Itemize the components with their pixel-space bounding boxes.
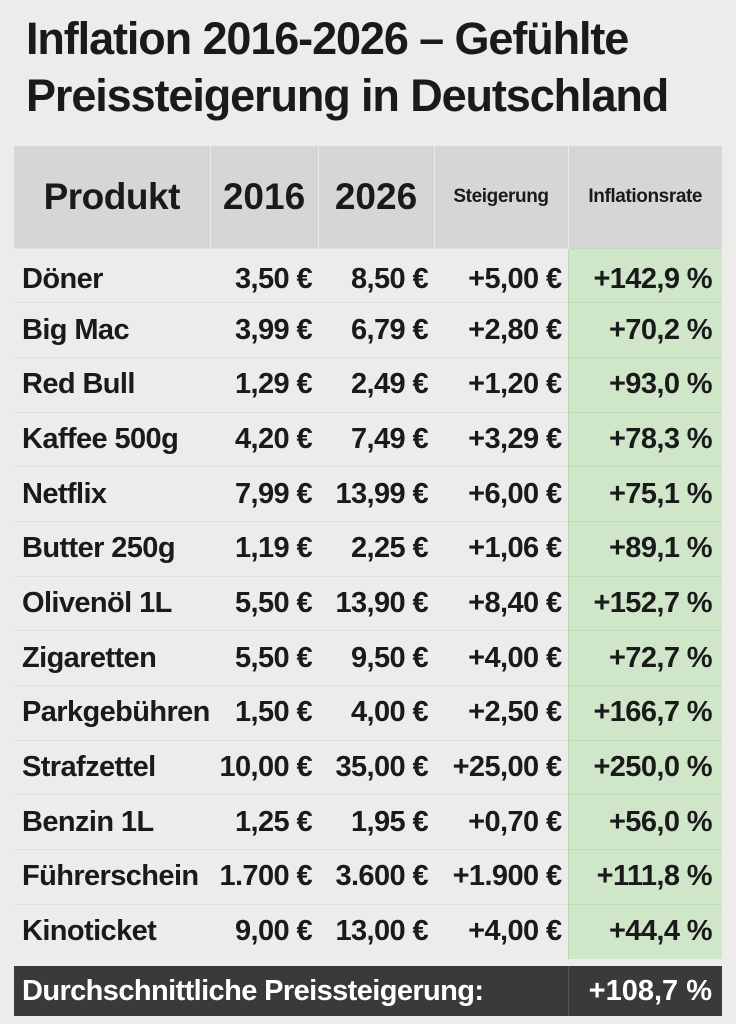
- cell-inflation-rate: +44,4 %: [567, 903, 722, 959]
- table-row: Red Bull 1,29 €2,49 € +1,20 € +93,0 %: [14, 356, 722, 413]
- table-row: Zigaretten 5,50 €9,50 € +4,00 € +72,7 %: [14, 630, 722, 686]
- table-row: Döner 3,50 €8,50 € +5,00 € +142,9 %: [14, 247, 722, 303]
- table-row: Big Mac 3,99 €6,79 € +2,80 € +70,2 %: [14, 302, 722, 358]
- table-header: Produkt 2016 2026 Steigerung Inflationsr…: [14, 146, 722, 248]
- cell-price-2016: 1,19 €: [210, 520, 318, 577]
- cell-inflation-rate: +89,1 %: [567, 520, 722, 577]
- cell-price-2026: 3.600 €: [318, 849, 434, 905]
- cell-inflation-rate: +250,0 %: [567, 739, 722, 795]
- table-row: Parkgebühren 1,50 €4,00 € +2,50 € +166,7 %: [14, 685, 722, 741]
- cell-product: Döner: [14, 247, 210, 303]
- cell-inflation-rate: +93,0 %: [567, 356, 722, 413]
- cell-price-2016: 5,50 €: [210, 575, 318, 631]
- cell-inflation-rate: +75,1 %: [567, 466, 722, 522]
- table-row: Benzin 1L 1,25 €1,95 € +0,70 € +56,0 %: [14, 794, 722, 850]
- cell-price-2016: 1,50 €: [210, 685, 318, 741]
- cell-inflation-rate: +78,3 %: [567, 411, 722, 467]
- cell-increase: +1.900 €: [434, 849, 568, 905]
- cell-price-2026: 9,50 €: [318, 630, 434, 686]
- cell-increase: +4,00 €: [434, 903, 568, 959]
- cell-price-2016: 1,25 €: [210, 794, 318, 850]
- cell-product: Butter 250g: [14, 520, 210, 577]
- cell-increase: +8,40 €: [434, 575, 568, 631]
- cell-product: Strafzettel: [14, 739, 210, 795]
- cell-increase: +25,00 €: [434, 739, 568, 795]
- table-row: Netflix 7,99 €13,99 € +6,00 € +75,1 %: [14, 466, 722, 522]
- cell-inflation-rate: +166,7 %: [567, 685, 722, 741]
- header-2026: 2026: [318, 146, 435, 248]
- cell-price-2026: 8,50 €: [318, 247, 434, 303]
- cell-price-2016: 9,00 €: [210, 903, 318, 959]
- cell-inflation-rate: +56,0 %: [567, 794, 722, 850]
- cell-increase: +3,29 €: [434, 411, 568, 467]
- header-produkt: Produkt: [14, 146, 211, 248]
- cell-price-2026: 7,49 €: [318, 411, 434, 467]
- cell-price-2026: 2,25 €: [318, 520, 434, 577]
- cell-price-2016: 7,99 €: [210, 466, 318, 522]
- cell-price-2016: 5,50 €: [210, 630, 318, 686]
- page-title: Inflation 2016-2026 – Gefühlte Preisstei…: [26, 10, 726, 124]
- cell-product: Benzin 1L: [14, 794, 210, 850]
- average-row: Durchschnittliche Preissteigerung: +108,…: [14, 966, 722, 1016]
- cell-product: Führerschein: [14, 849, 210, 905]
- cell-price-2016: 10,00 €: [210, 739, 318, 795]
- header-steigerung: Steigerung: [434, 146, 569, 248]
- header-2016: 2016: [210, 146, 319, 248]
- table-body: Döner 3,50 €8,50 € +5,00 € +142,9 % Big Mac 3…: [14, 247, 722, 959]
- cell-increase: +2,80 €: [434, 302, 568, 358]
- cell-product: Kinoticket: [14, 903, 210, 959]
- header-inflationsrate: Inflationsrate: [568, 146, 722, 248]
- average-label: Durchschnittliche Preissteigerung:: [22, 974, 484, 1007]
- cell-increase: +0,70 €: [434, 794, 568, 850]
- cell-product: Zigaretten: [14, 630, 210, 686]
- cell-increase: +1,20 €: [434, 356, 568, 413]
- cell-inflation-rate: +70,2 %: [567, 302, 722, 358]
- cell-increase: +6,00 €: [434, 466, 568, 522]
- cell-price-2026: 13,00 €: [318, 903, 434, 959]
- title-line-1: Inflation 2016-2026 – Gefühlte: [26, 13, 629, 64]
- table-row: Olivenöl 1L 5,50 €13,90 € +8,40 € +152,7 %: [14, 575, 722, 631]
- table-row: Kaffee 500g 4,20 €7,49 € +3,29 € +78,3 %: [14, 411, 722, 467]
- cell-increase: +1,06 €: [434, 520, 568, 577]
- title-line-2: Preissteigerung in Deutschland: [26, 70, 669, 121]
- cell-increase: +5,00 €: [434, 247, 568, 303]
- table-row: Führerschein 1.700 €3.600 € +1.900 € +111,8…: [14, 849, 722, 905]
- cell-product: Olivenöl 1L: [14, 575, 210, 631]
- cell-product: Red Bull: [14, 356, 210, 413]
- table-row: Strafzettel 10,00 €35,00 € +25,00 € +250,0 …: [14, 739, 722, 795]
- cell-price-2026: 2,49 €: [318, 356, 434, 413]
- cell-increase: +2,50 €: [434, 685, 568, 741]
- cell-price-2016: 3,50 €: [210, 247, 318, 303]
- cell-price-2026: 1,95 €: [318, 794, 434, 850]
- table-row: Kinoticket 9,00 €13,00 € +4,00 € +44,4 %: [14, 903, 722, 959]
- cell-inflation-rate: +152,7 %: [567, 575, 722, 631]
- cell-product: Big Mac: [14, 302, 210, 358]
- cell-price-2016: 1,29 €: [210, 356, 318, 413]
- cell-increase: +4,00 €: [434, 630, 568, 686]
- cell-price-2016: 3,99 €: [210, 302, 318, 358]
- average-value: +108,7 %: [568, 966, 722, 1016]
- cell-price-2026: 4,00 €: [318, 685, 434, 741]
- cell-product: Parkgebühren: [14, 685, 210, 741]
- cell-inflation-rate: +111,8 %: [567, 849, 722, 905]
- cell-price-2026: 6,79 €: [318, 302, 434, 358]
- cell-price-2016: 1.700 €: [210, 849, 318, 905]
- cell-inflation-rate: +142,9 %: [567, 247, 722, 303]
- cell-price-2016: 4,20 €: [210, 411, 318, 467]
- cell-product: Netflix: [14, 466, 210, 522]
- cell-price-2026: 35,00 €: [318, 739, 434, 795]
- cell-price-2026: 13,90 €: [318, 575, 434, 631]
- cell-product: Kaffee 500g: [14, 411, 210, 467]
- cell-price-2026: 13,99 €: [318, 466, 434, 522]
- table-row: Butter 250g 1,19 €2,25 € +1,06 € +89,1 %: [14, 520, 722, 577]
- cell-inflation-rate: +72,7 %: [567, 630, 722, 686]
- inflation-table: Produkt 2016 2026 Steigerung Inflationsr…: [14, 146, 722, 959]
